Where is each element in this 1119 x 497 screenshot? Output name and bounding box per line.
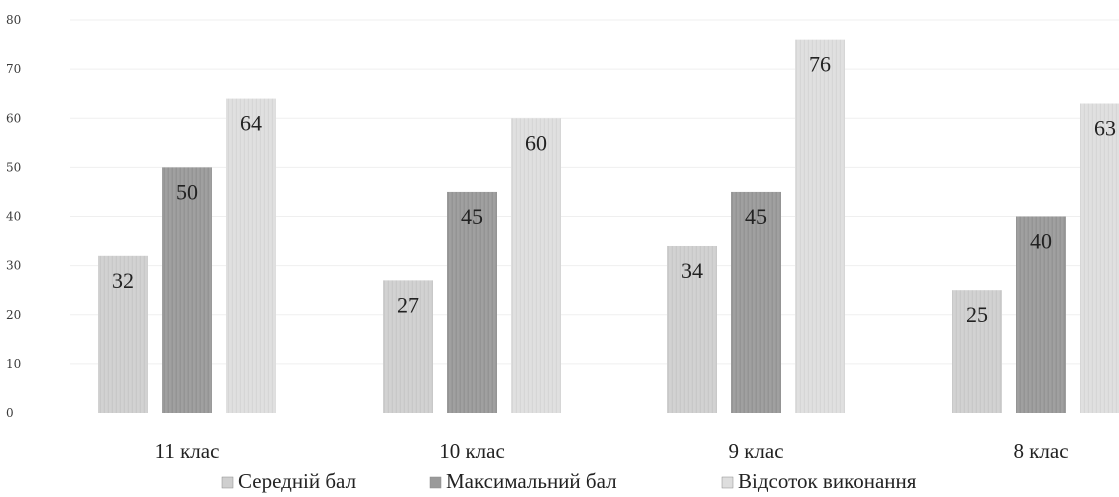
y-tick-label: 0: [6, 406, 14, 420]
y-tick-label: 20: [6, 308, 21, 322]
legend-label: Середній бал: [238, 469, 356, 493]
x-category-label: 9 клас: [728, 439, 783, 463]
data-labels: 32 50 64 27 45 60 34 45 76 25 40 63: [112, 52, 1116, 328]
y-tick-label: 50: [6, 160, 21, 174]
bar-texture: [731, 191, 781, 413]
bar-texture: [952, 290, 1002, 413]
bar-texture: [1016, 216, 1066, 413]
bar-texture: [667, 245, 717, 413]
legend-swatch: [429, 476, 442, 489]
legend: Середній бал Максимальний бал Відсоток вик…: [221, 469, 917, 493]
bar-texture: [795, 39, 845, 414]
data-label: 64: [240, 111, 262, 136]
y-tick-label: 70: [6, 62, 21, 76]
data-label: 25: [966, 302, 988, 327]
bar-texture: [1080, 103, 1119, 413]
legend-label: Відсоток виконання: [738, 469, 917, 493]
y-tick-label: 40: [6, 210, 21, 224]
x-category-label: 11 клас: [155, 439, 220, 463]
data-label: 32: [112, 268, 134, 293]
x-category-label: 10 клас: [439, 439, 505, 463]
data-label: 45: [461, 204, 483, 229]
y-axis-ticks: 0 10 20 30 40 50 60 70 80: [6, 13, 21, 420]
y-tick-label: 30: [6, 259, 21, 273]
bars: [98, 39, 1119, 414]
legend-swatch: [721, 476, 734, 489]
legend-label: Максимальний бал: [446, 469, 617, 493]
y-tick-label: 10: [6, 357, 21, 371]
x-axis-categories: 11 клас 10 клас 9 клас 8 клас: [155, 439, 1069, 463]
bar-texture: [226, 98, 276, 413]
data-label: 63: [1094, 116, 1116, 141]
y-tick-label: 80: [6, 13, 21, 27]
data-label: 40: [1030, 229, 1052, 254]
data-label: 60: [525, 130, 547, 155]
data-label: 76: [809, 52, 831, 77]
bar-texture: [383, 280, 433, 413]
bar-texture: [162, 167, 212, 413]
x-category-label: 8 клас: [1013, 439, 1068, 463]
bar-texture: [511, 118, 561, 413]
y-tick-label: 60: [6, 111, 21, 125]
data-label: 27: [397, 292, 419, 317]
data-label: 45: [745, 204, 767, 229]
data-label: 50: [176, 179, 198, 204]
bar-texture: [98, 255, 148, 413]
legend-swatch: [221, 476, 234, 489]
data-label: 34: [681, 258, 703, 283]
bar-texture: [447, 191, 497, 413]
